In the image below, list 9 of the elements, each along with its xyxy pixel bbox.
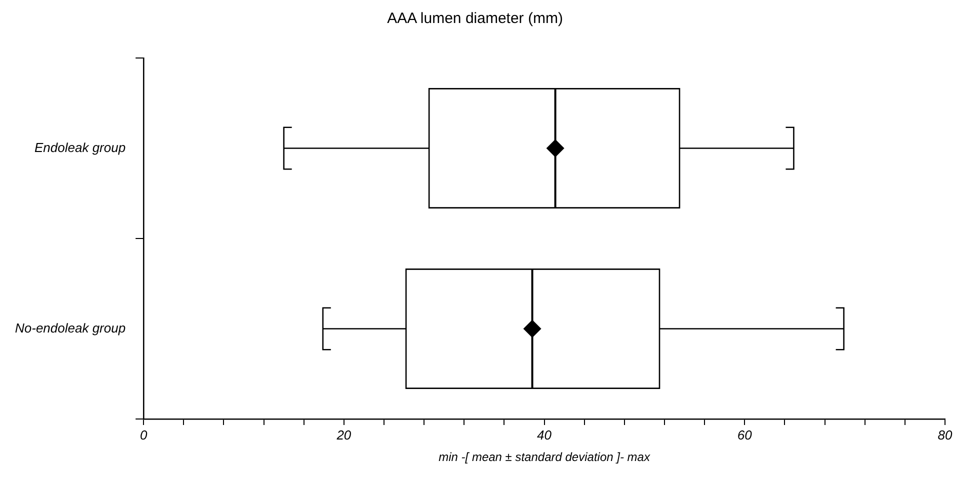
y-tick-label: Endoleak group [34, 140, 126, 155]
x-tick-label: 0 [140, 427, 148, 442]
x-tick-label: 40 [537, 427, 552, 442]
x-tick-label: 20 [336, 427, 352, 442]
x-axis-title: min -[ mean ± standard deviation ]- max [438, 450, 651, 464]
x-tick-label: 80 [938, 427, 953, 442]
x-tick-label: 60 [737, 427, 753, 442]
chart-title: AAA lumen diameter (mm) [387, 10, 563, 28]
y-tick-label: No-endoleak group [15, 320, 126, 336]
